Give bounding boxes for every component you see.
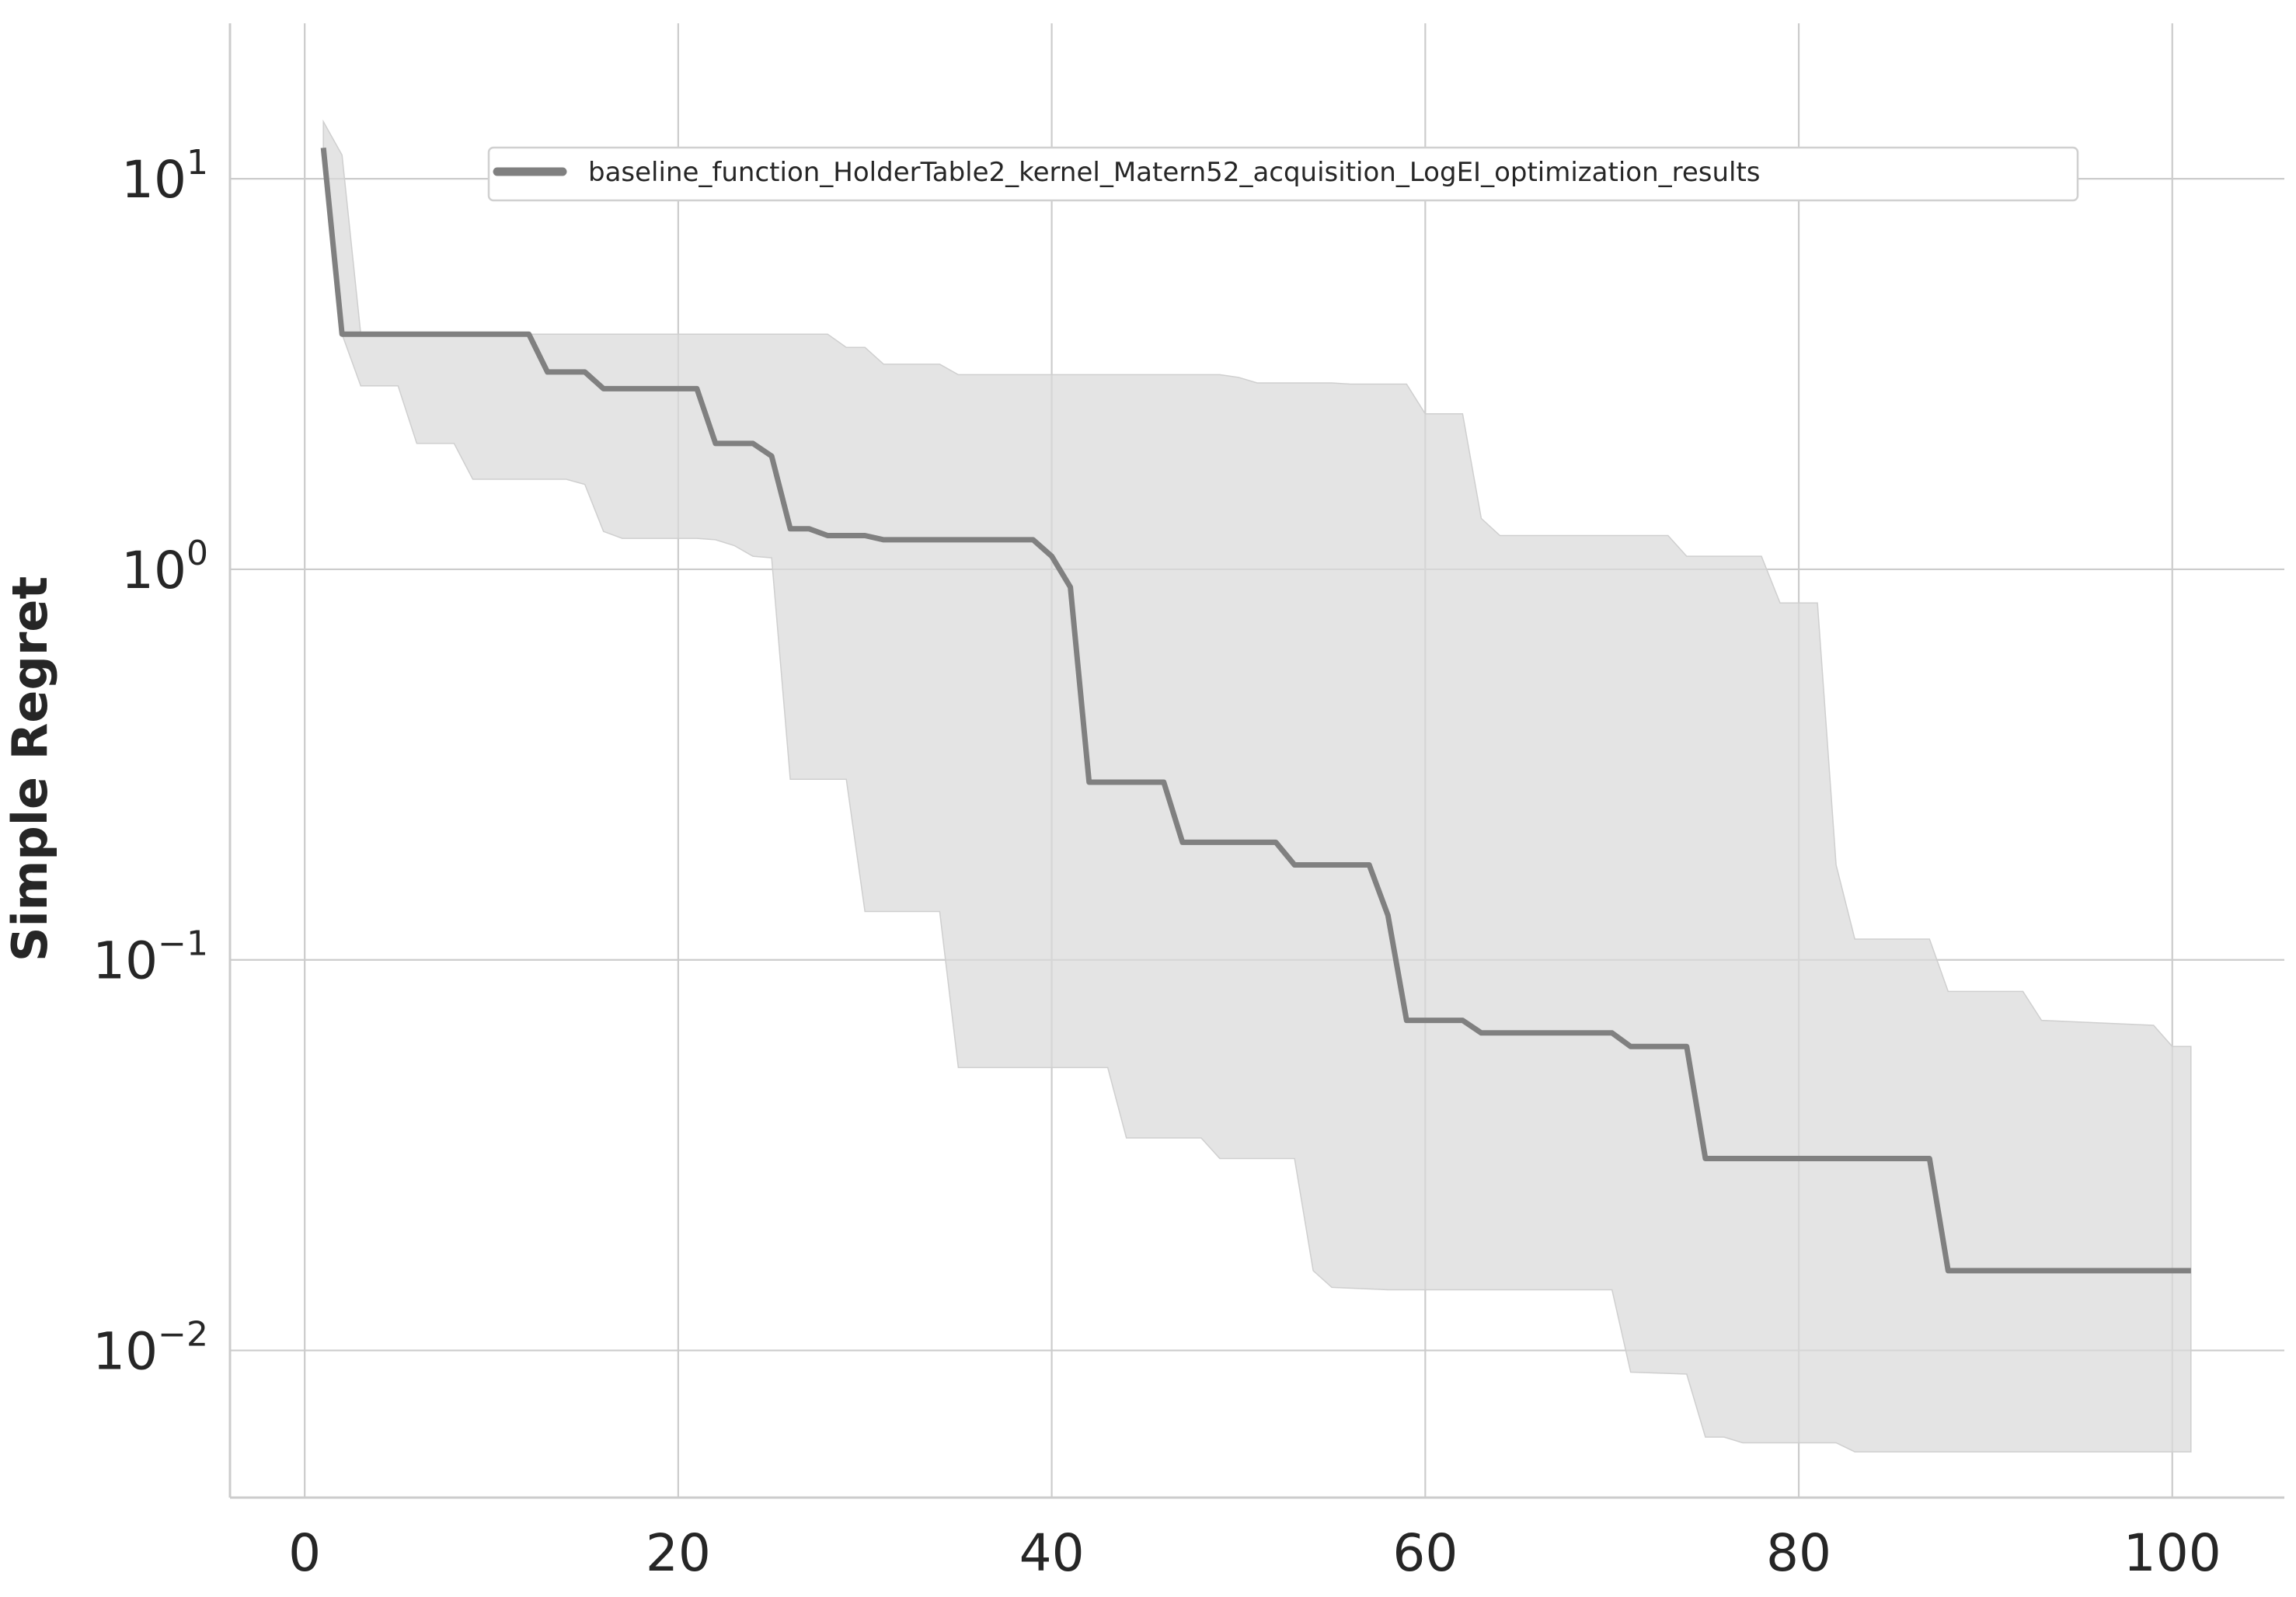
y-axis-ticks: 101 100 10−1 10−2 [92, 143, 208, 1381]
x-tick-label: 20 [646, 1523, 711, 1583]
legend: baseline_function_HolderTable2_kernel_Ma… [487, 146, 2079, 202]
y-tick-label: 101 [121, 143, 208, 210]
confidence-band [322, 119, 2192, 1453]
y-tick-label: 10−2 [92, 1315, 208, 1382]
x-tick-label: 40 [1019, 1523, 1085, 1583]
x-tick-label: 80 [1766, 1523, 1831, 1583]
y-tick-label: 100 [121, 534, 208, 600]
y-tick-label: 10−1 [92, 924, 208, 991]
series-line [320, 147, 2191, 1274]
x-axis-ticks: 0 20 40 60 80 100 [288, 1523, 2221, 1583]
svg-text:10−1: 10−1 [92, 924, 208, 991]
svg-text:101: 101 [121, 143, 208, 210]
series-line-layer [320, 147, 2191, 1274]
svg-text:10−2: 10−2 [92, 1315, 208, 1382]
x-tick-label: 100 [2124, 1523, 2221, 1583]
confidence-band-layer [322, 119, 2192, 1453]
y-axis-label: Simple Regret [2, 576, 58, 962]
x-tick-label: 60 [1392, 1523, 1458, 1583]
legend-entry-label: baseline_function_HolderTable2_kernel_Ma… [588, 157, 1761, 188]
x-tick-label: 0 [288, 1523, 321, 1583]
axes-spines [228, 23, 2284, 1499]
legend-box [487, 146, 2079, 202]
svg-text:100: 100 [121, 534, 208, 600]
